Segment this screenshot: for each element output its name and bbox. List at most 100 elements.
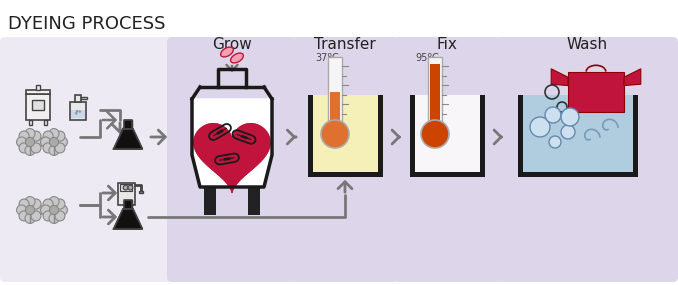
Circle shape: [321, 120, 349, 148]
Circle shape: [25, 129, 35, 139]
Bar: [32, 100, 44, 110]
Bar: [633, 95, 638, 177]
Text: Grow: Grow: [212, 37, 252, 52]
Bar: [410, 95, 414, 177]
Bar: [410, 172, 485, 177]
Bar: [430, 64, 440, 122]
Circle shape: [41, 205, 51, 215]
Bar: [204, 187, 216, 215]
Text: Wash: Wash: [566, 37, 607, 52]
Circle shape: [31, 143, 41, 153]
Circle shape: [561, 125, 575, 139]
Circle shape: [31, 131, 41, 141]
Bar: [313, 95, 378, 172]
Bar: [44, 120, 47, 125]
Circle shape: [16, 205, 26, 215]
Bar: [518, 172, 638, 177]
Bar: [428, 57, 442, 123]
Circle shape: [55, 131, 65, 141]
Circle shape: [76, 110, 78, 112]
Circle shape: [49, 205, 58, 215]
Circle shape: [25, 213, 35, 223]
Circle shape: [58, 205, 67, 215]
Circle shape: [16, 137, 26, 147]
Circle shape: [43, 131, 53, 141]
Circle shape: [228, 157, 231, 160]
Circle shape: [123, 185, 128, 190]
Circle shape: [226, 158, 228, 160]
Circle shape: [26, 137, 35, 146]
Circle shape: [79, 111, 81, 112]
FancyBboxPatch shape: [394, 37, 501, 282]
Circle shape: [218, 131, 222, 133]
Polygon shape: [114, 209, 142, 229]
Bar: [118, 183, 135, 205]
Bar: [479, 95, 485, 177]
Text: 37ºC: 37ºC: [315, 53, 339, 63]
Bar: [523, 95, 633, 172]
Circle shape: [19, 199, 29, 209]
Circle shape: [545, 107, 561, 123]
Circle shape: [19, 131, 29, 141]
Circle shape: [220, 129, 223, 133]
Circle shape: [43, 199, 53, 209]
Bar: [308, 95, 313, 177]
Circle shape: [49, 129, 59, 139]
Polygon shape: [568, 72, 624, 112]
Circle shape: [26, 205, 35, 215]
Circle shape: [530, 117, 550, 137]
Polygon shape: [114, 129, 142, 149]
FancyBboxPatch shape: [292, 37, 399, 282]
Circle shape: [33, 137, 43, 147]
Bar: [70, 101, 86, 120]
Polygon shape: [124, 200, 132, 209]
Polygon shape: [124, 120, 132, 129]
Bar: [414, 95, 479, 172]
Circle shape: [243, 135, 245, 139]
Circle shape: [245, 136, 247, 139]
Bar: [308, 172, 382, 177]
FancyBboxPatch shape: [0, 37, 173, 282]
Bar: [330, 92, 340, 122]
Text: DYEING PROCESS: DYEING PROCESS: [8, 15, 165, 33]
Polygon shape: [194, 124, 270, 192]
Bar: [328, 57, 342, 123]
Circle shape: [43, 143, 53, 153]
Polygon shape: [551, 69, 568, 86]
Circle shape: [41, 137, 51, 147]
Circle shape: [31, 199, 41, 209]
Bar: [71, 110, 85, 118]
Bar: [81, 97, 87, 99]
Circle shape: [49, 213, 59, 223]
Circle shape: [25, 197, 35, 207]
Bar: [518, 95, 523, 177]
Circle shape: [49, 197, 59, 207]
FancyBboxPatch shape: [496, 37, 678, 282]
Polygon shape: [194, 124, 270, 192]
Circle shape: [33, 205, 43, 215]
Text: Fix: Fix: [437, 37, 458, 52]
Circle shape: [128, 185, 133, 190]
Circle shape: [217, 132, 220, 135]
Circle shape: [58, 137, 67, 147]
Circle shape: [49, 145, 59, 155]
Bar: [36, 85, 40, 90]
Text: 95ºC: 95ºC: [415, 53, 439, 63]
Circle shape: [75, 112, 77, 114]
Circle shape: [19, 211, 29, 221]
Circle shape: [421, 120, 449, 148]
Ellipse shape: [231, 53, 243, 63]
Circle shape: [55, 143, 65, 153]
Polygon shape: [624, 69, 641, 86]
FancyBboxPatch shape: [167, 37, 297, 282]
Bar: [378, 95, 382, 177]
Circle shape: [55, 199, 65, 209]
Bar: [139, 191, 143, 193]
Text: Transfer: Transfer: [314, 37, 376, 52]
Bar: [28, 120, 32, 125]
Ellipse shape: [220, 47, 233, 57]
Polygon shape: [192, 99, 272, 187]
Bar: [248, 187, 260, 215]
Circle shape: [55, 211, 65, 221]
Circle shape: [43, 211, 53, 221]
